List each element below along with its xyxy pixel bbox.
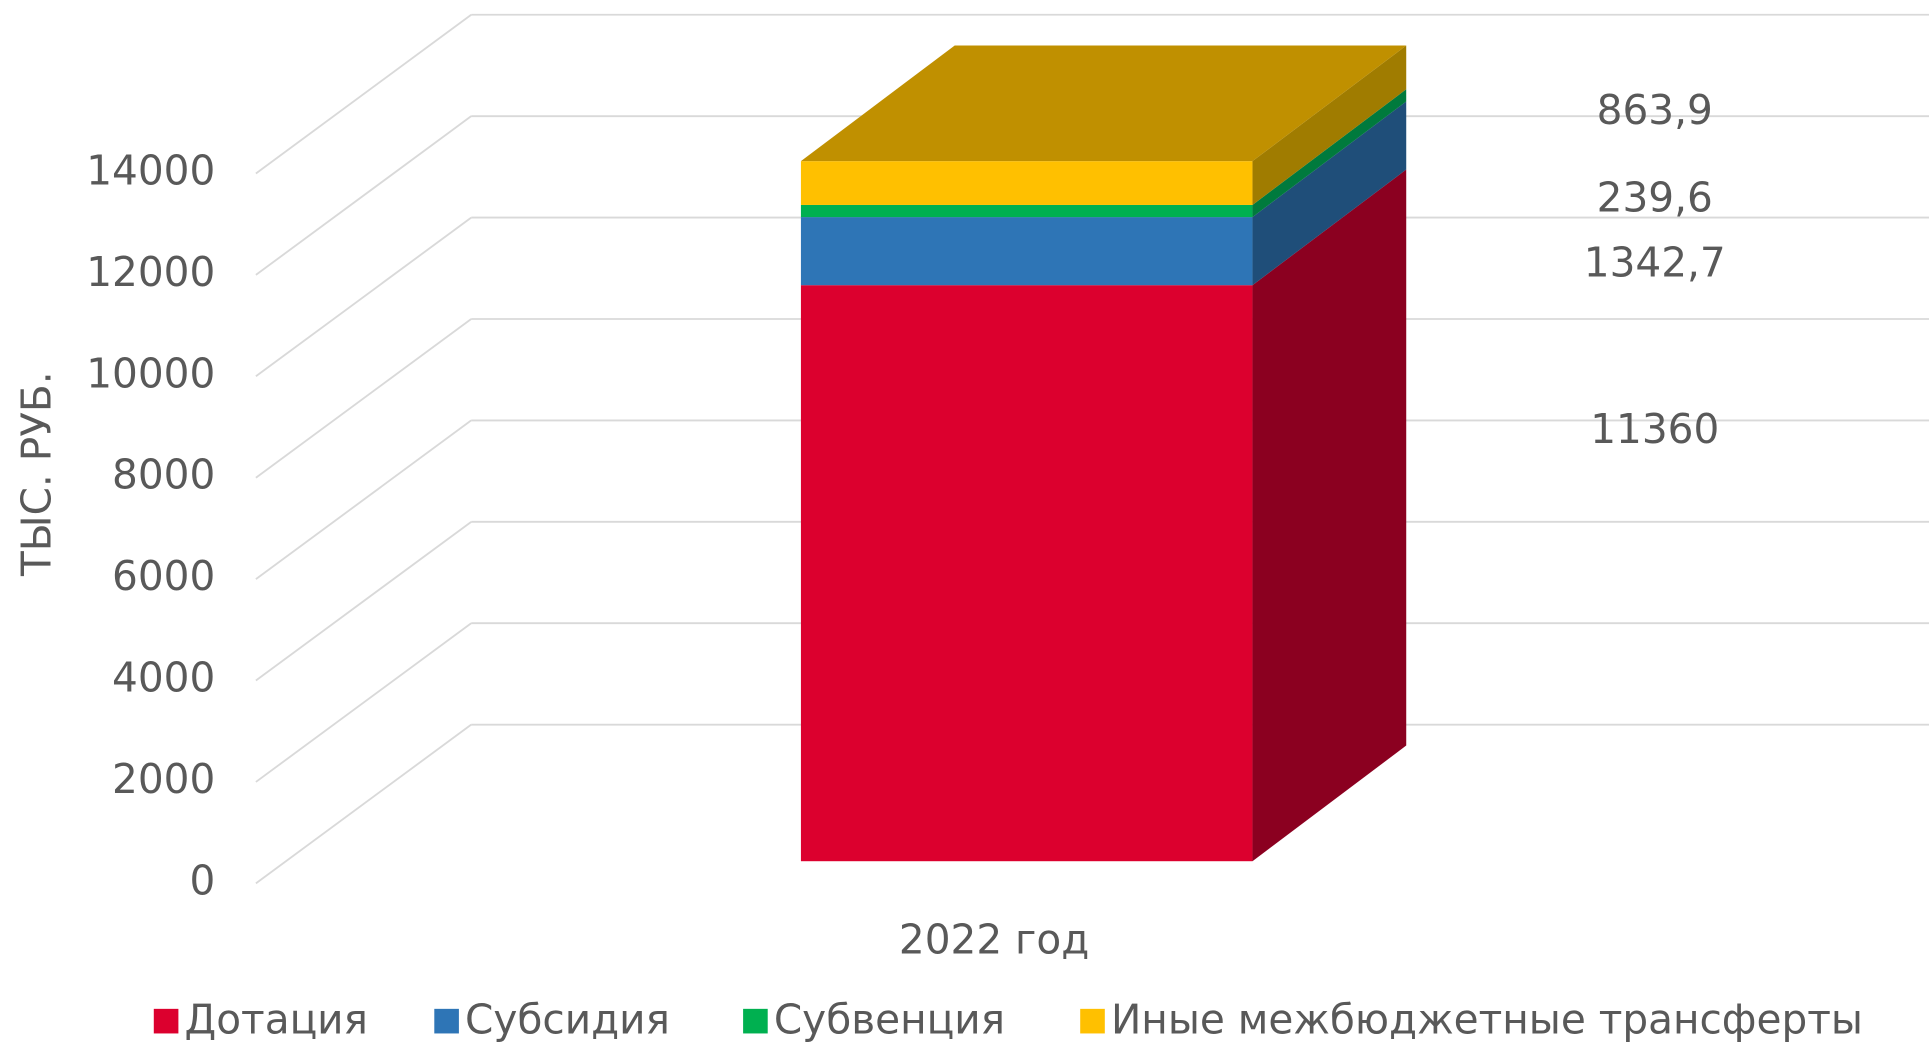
plot: ТЫС. РУБ. 0 2000 4000 6000 8000 10000 12000 140… — [12, 15, 1929, 1044]
legend-label: Субвенция — [774, 995, 1005, 1043]
legend-label: Иные межбюджетные трансферты — [1111, 995, 1863, 1043]
grid-line — [256, 725, 471, 884]
value-label: 11360 — [1590, 405, 1719, 453]
y-tick-label: 0 — [189, 856, 215, 904]
bar-side — [1252, 170, 1406, 862]
y-tick-label: 10000 — [86, 349, 215, 397]
y-tick-label: 2000 — [112, 755, 215, 803]
grid-line — [256, 420, 471, 579]
legend-label: Дотация — [185, 995, 368, 1043]
grid-line — [256, 15, 471, 174]
bar-segment — [801, 161, 1253, 205]
grid-line — [256, 116, 471, 275]
legend-swatch — [1080, 1009, 1105, 1034]
value-label: 1342,7 — [1584, 239, 1726, 287]
bar-segment — [801, 285, 1253, 861]
y-tick-label: 14000 — [86, 146, 215, 194]
legend-label: Субсидия — [465, 995, 670, 1043]
x-tick-label: 2022 год — [899, 915, 1089, 963]
y-tick-label: 4000 — [112, 654, 215, 702]
value-label: 239,6 — [1597, 174, 1713, 222]
chart: ТЫС. РУБ. 0 2000 4000 6000 8000 10000 12000 140… — [0, 0, 1929, 1045]
bar-segment — [801, 205, 1253, 217]
legend-swatch — [154, 1009, 179, 1034]
legend-swatch — [743, 1009, 768, 1034]
grid-line — [256, 218, 471, 377]
grid-line — [256, 522, 471, 681]
grid-line — [256, 623, 471, 782]
y-tick-label: 12000 — [86, 248, 215, 296]
grid-line — [256, 319, 471, 478]
y-tick-label: 8000 — [112, 451, 215, 499]
bar-segment — [801, 217, 1253, 285]
page: ТЫС. РУБ. 0 2000 4000 6000 8000 10000 12000 140… — [0, 0, 1929, 1045]
y-axis-title: ТЫС. РУБ. — [12, 371, 60, 577]
value-label: 863,9 — [1597, 86, 1713, 134]
y-tick-label: 6000 — [112, 552, 215, 600]
legend-swatch — [434, 1009, 459, 1034]
